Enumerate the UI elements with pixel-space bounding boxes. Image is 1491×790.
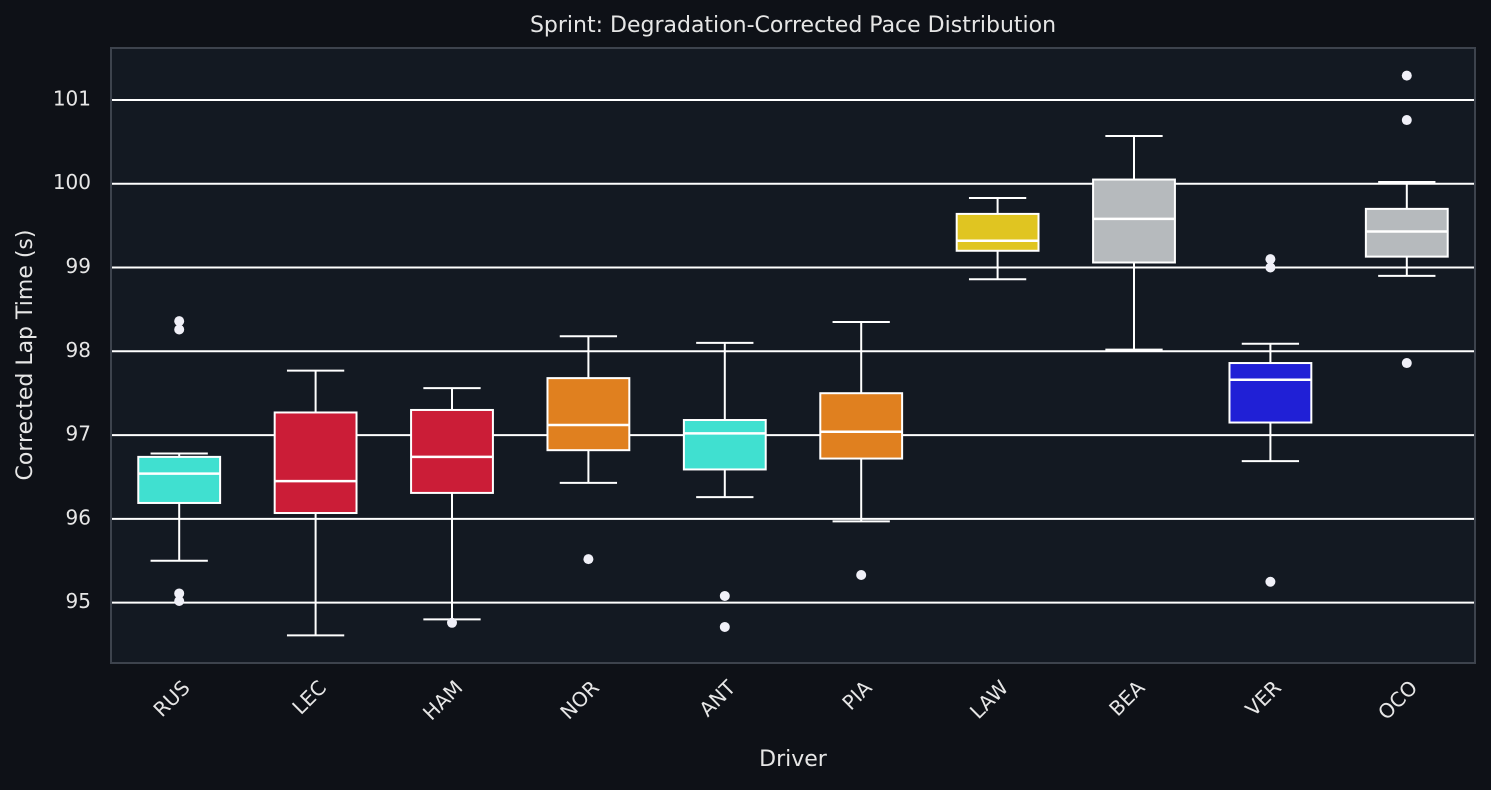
outlier <box>174 595 185 606</box>
chart-title: Sprint: Degradation-Corrected Pace Distr… <box>530 13 1056 38</box>
outlier <box>719 590 730 601</box>
outlier <box>1401 358 1412 369</box>
plot-frame <box>110 47 1476 664</box>
box <box>410 408 494 494</box>
outlier <box>1401 115 1412 126</box>
y-tick-label: 100 <box>53 170 91 194</box>
y-tick-label: 95 <box>66 589 91 613</box>
box <box>819 392 904 460</box>
y-tick-label: 97 <box>66 422 91 446</box>
outlier <box>174 316 185 327</box>
outlier <box>447 617 457 628</box>
outlier <box>1265 262 1276 273</box>
box <box>1228 362 1313 424</box>
outlier <box>856 570 867 581</box>
outlier <box>1401 70 1412 81</box>
outlier <box>1265 576 1276 587</box>
y-axis-label: Corrected Lap Time (s) <box>13 230 38 481</box>
box <box>137 455 222 504</box>
box <box>955 212 1040 252</box>
outlier <box>583 554 594 565</box>
x-axis-label: Driver <box>759 747 828 772</box>
box <box>1092 178 1176 264</box>
box <box>1364 207 1449 258</box>
box <box>546 377 631 452</box>
box <box>273 411 358 515</box>
plot-area <box>111 48 1475 663</box>
y-tick-label: 101 <box>53 86 91 110</box>
outlier <box>719 621 730 632</box>
y-tick-label: 98 <box>66 338 91 362</box>
outlier <box>174 588 185 599</box>
outlier <box>174 324 185 335</box>
y-tick-label: 96 <box>66 505 91 529</box>
y-tick-label: 99 <box>66 254 91 278</box>
box <box>682 419 767 471</box>
outlier <box>1265 254 1276 265</box>
